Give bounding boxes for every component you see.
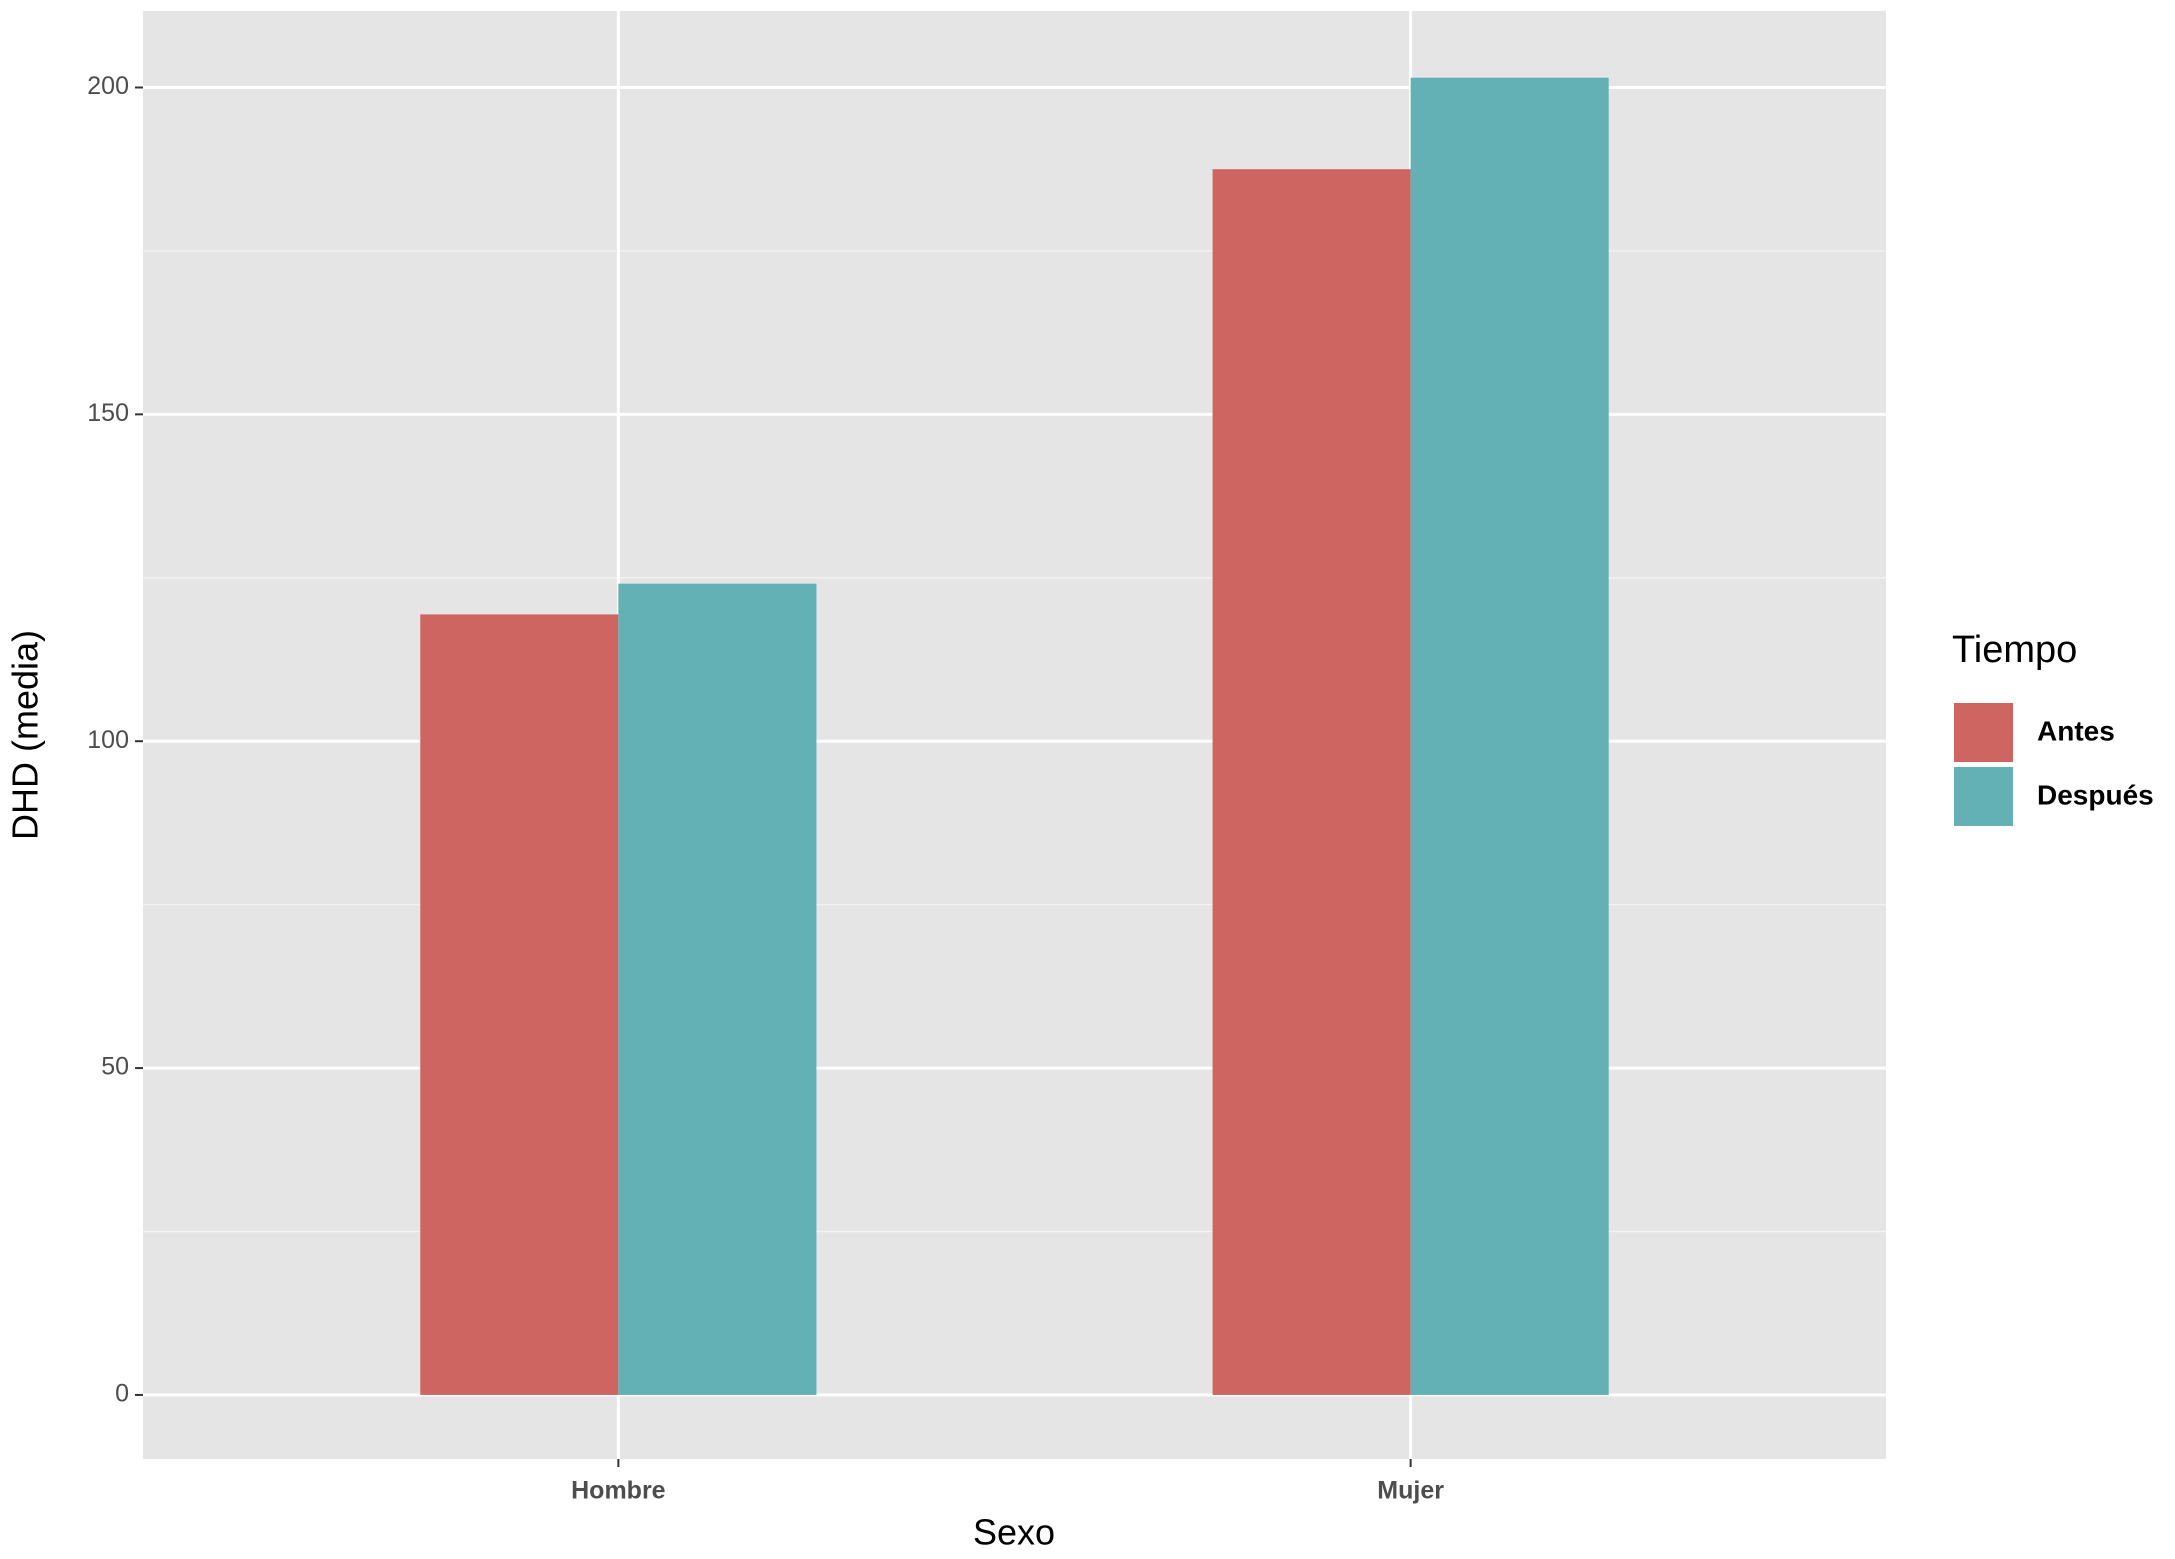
y-tick-label: 0 [115,1380,129,1408]
x-tick-label: Hombre [571,1477,666,1505]
y-axis-title: DHD (media) [5,630,46,840]
y-tick-label: 50 [101,1053,129,1081]
legend-key [1952,701,2015,764]
y-tick-label: 100 [87,726,129,754]
x-tick-label: Mujer [1377,1477,1444,1505]
legend-key [1952,765,2015,828]
legend-label: Antes [2037,715,2115,746]
bar [420,614,619,1395]
y-tick-label: 150 [87,399,129,427]
bar [1410,77,1609,1395]
legend-label: Después [2037,779,2154,810]
x-axis-title: Sexo [973,1512,1055,1553]
legend-title: Tiempo [1952,629,2077,671]
panel [143,11,1886,1459]
y-tick-label: 200 [87,72,129,100]
bar [1212,169,1411,1395]
bar [618,583,817,1395]
